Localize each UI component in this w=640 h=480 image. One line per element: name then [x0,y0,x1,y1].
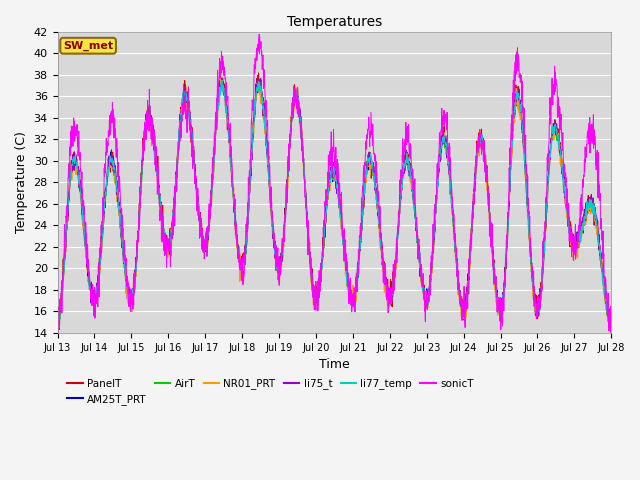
li77_temp [54,322,61,328]
li75_t [351,299,358,305]
NR01_PRT [208,192,216,197]
AirT [208,186,216,192]
Line: AM25T_PRT: AM25T_PRT [58,80,611,324]
sonicT [559,130,566,136]
Legend: PanelT, AM25T_PRT, AirT, NR01_PRT, li75_t, li77_temp, sonicT: PanelT, AM25T_PRT, AirT, NR01_PRT, li75_… [63,374,478,409]
Y-axis label: Temperature (C): Temperature (C) [15,132,28,233]
sonicT [209,170,216,176]
AM25T_PRT [496,312,504,318]
li75_t [559,164,566,169]
NR01_PRT [217,73,225,79]
PanelT [495,298,503,304]
PanelT [363,166,371,172]
sonicT [255,31,263,37]
li75_t [607,313,615,319]
AirT [607,322,615,328]
NR01_PRT [559,162,566,168]
sonicT [54,334,61,339]
li77_temp [218,77,226,83]
PanelT [255,70,262,76]
Line: AirT: AirT [58,81,611,326]
li75_t [496,304,504,310]
li77_temp [351,295,358,300]
PanelT [606,323,614,329]
NR01_PRT [363,166,371,172]
PanelT [574,234,582,240]
sonicT [496,318,504,324]
li77_temp [495,310,503,315]
NR01_PRT [607,308,615,313]
PanelT [559,167,566,172]
AM25T_PRT [255,77,263,83]
li75_t [218,75,226,81]
PanelT [208,187,216,193]
sonicT [54,312,61,318]
AM25T_PRT [54,317,61,323]
AirT [574,244,582,250]
AirT [254,78,262,84]
Line: sonicT: sonicT [58,34,611,336]
Line: NR01_PRT: NR01_PRT [58,76,611,338]
NR01_PRT [607,335,614,341]
PanelT [54,317,61,323]
li75_t [574,239,582,244]
AM25T_PRT [559,175,566,181]
sonicT [574,238,582,244]
AirT [363,167,371,172]
PanelT [607,319,615,325]
AirT [559,170,566,176]
AM25T_PRT [363,161,371,167]
sonicT [363,132,371,137]
Title: Temperatures: Temperatures [287,15,382,29]
AirT [495,313,503,319]
Line: PanelT: PanelT [58,73,611,326]
NR01_PRT [574,245,582,251]
AM25T_PRT [607,312,615,317]
sonicT [351,308,358,314]
AM25T_PRT [574,240,582,246]
X-axis label: Time: Time [319,358,350,371]
sonicT [607,331,615,336]
li77_temp [559,168,566,174]
AirT [606,324,614,329]
PanelT [351,301,358,307]
Line: li77_temp: li77_temp [58,80,611,328]
li77_temp [607,325,615,331]
NR01_PRT [351,304,358,310]
AM25T_PRT [54,321,62,327]
AM25T_PRT [351,294,358,300]
NR01_PRT [54,325,61,331]
li75_t [209,183,216,189]
li77_temp [363,167,371,173]
AM25T_PRT [209,186,216,192]
li75_t [54,315,61,321]
Line: li75_t: li75_t [58,78,611,330]
li75_t [363,162,371,168]
li77_temp [208,188,216,193]
li77_temp [574,235,582,240]
li75_t [55,327,63,333]
NR01_PRT [495,312,503,317]
AirT [54,316,61,322]
Text: SW_met: SW_met [63,41,113,51]
AirT [351,298,358,303]
